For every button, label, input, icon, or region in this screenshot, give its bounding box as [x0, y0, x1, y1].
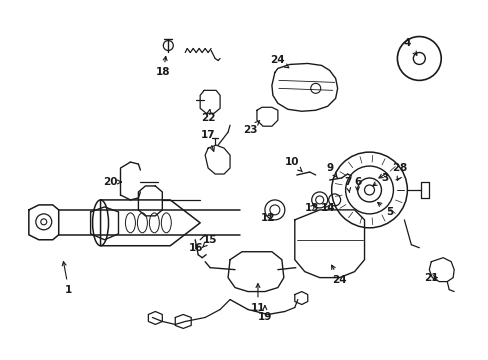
Text: 18: 18 — [156, 57, 170, 77]
Text: 22: 22 — [201, 109, 215, 123]
Text: 17: 17 — [201, 130, 215, 151]
Text: 2: 2 — [378, 163, 398, 178]
Text: 12: 12 — [260, 213, 275, 223]
Text: 10: 10 — [284, 157, 302, 172]
Text: 6: 6 — [353, 177, 361, 191]
Text: 21: 21 — [423, 273, 438, 283]
Text: 5: 5 — [377, 202, 392, 217]
Text: 3: 3 — [372, 173, 387, 186]
Text: 7: 7 — [343, 177, 350, 193]
Text: 20: 20 — [103, 177, 121, 187]
Text: 15: 15 — [202, 235, 217, 248]
Text: 9: 9 — [325, 163, 337, 178]
Text: 19: 19 — [257, 306, 271, 323]
Text: 11: 11 — [250, 284, 264, 312]
Text: 4: 4 — [403, 37, 416, 55]
Text: 16: 16 — [188, 243, 203, 253]
Text: 13: 13 — [304, 203, 318, 213]
Text: 23: 23 — [242, 121, 259, 135]
Text: 1: 1 — [62, 262, 72, 294]
Text: 8: 8 — [396, 163, 406, 180]
Text: 24: 24 — [331, 265, 346, 285]
Text: 24: 24 — [270, 55, 288, 68]
Text: 14: 14 — [320, 203, 334, 213]
